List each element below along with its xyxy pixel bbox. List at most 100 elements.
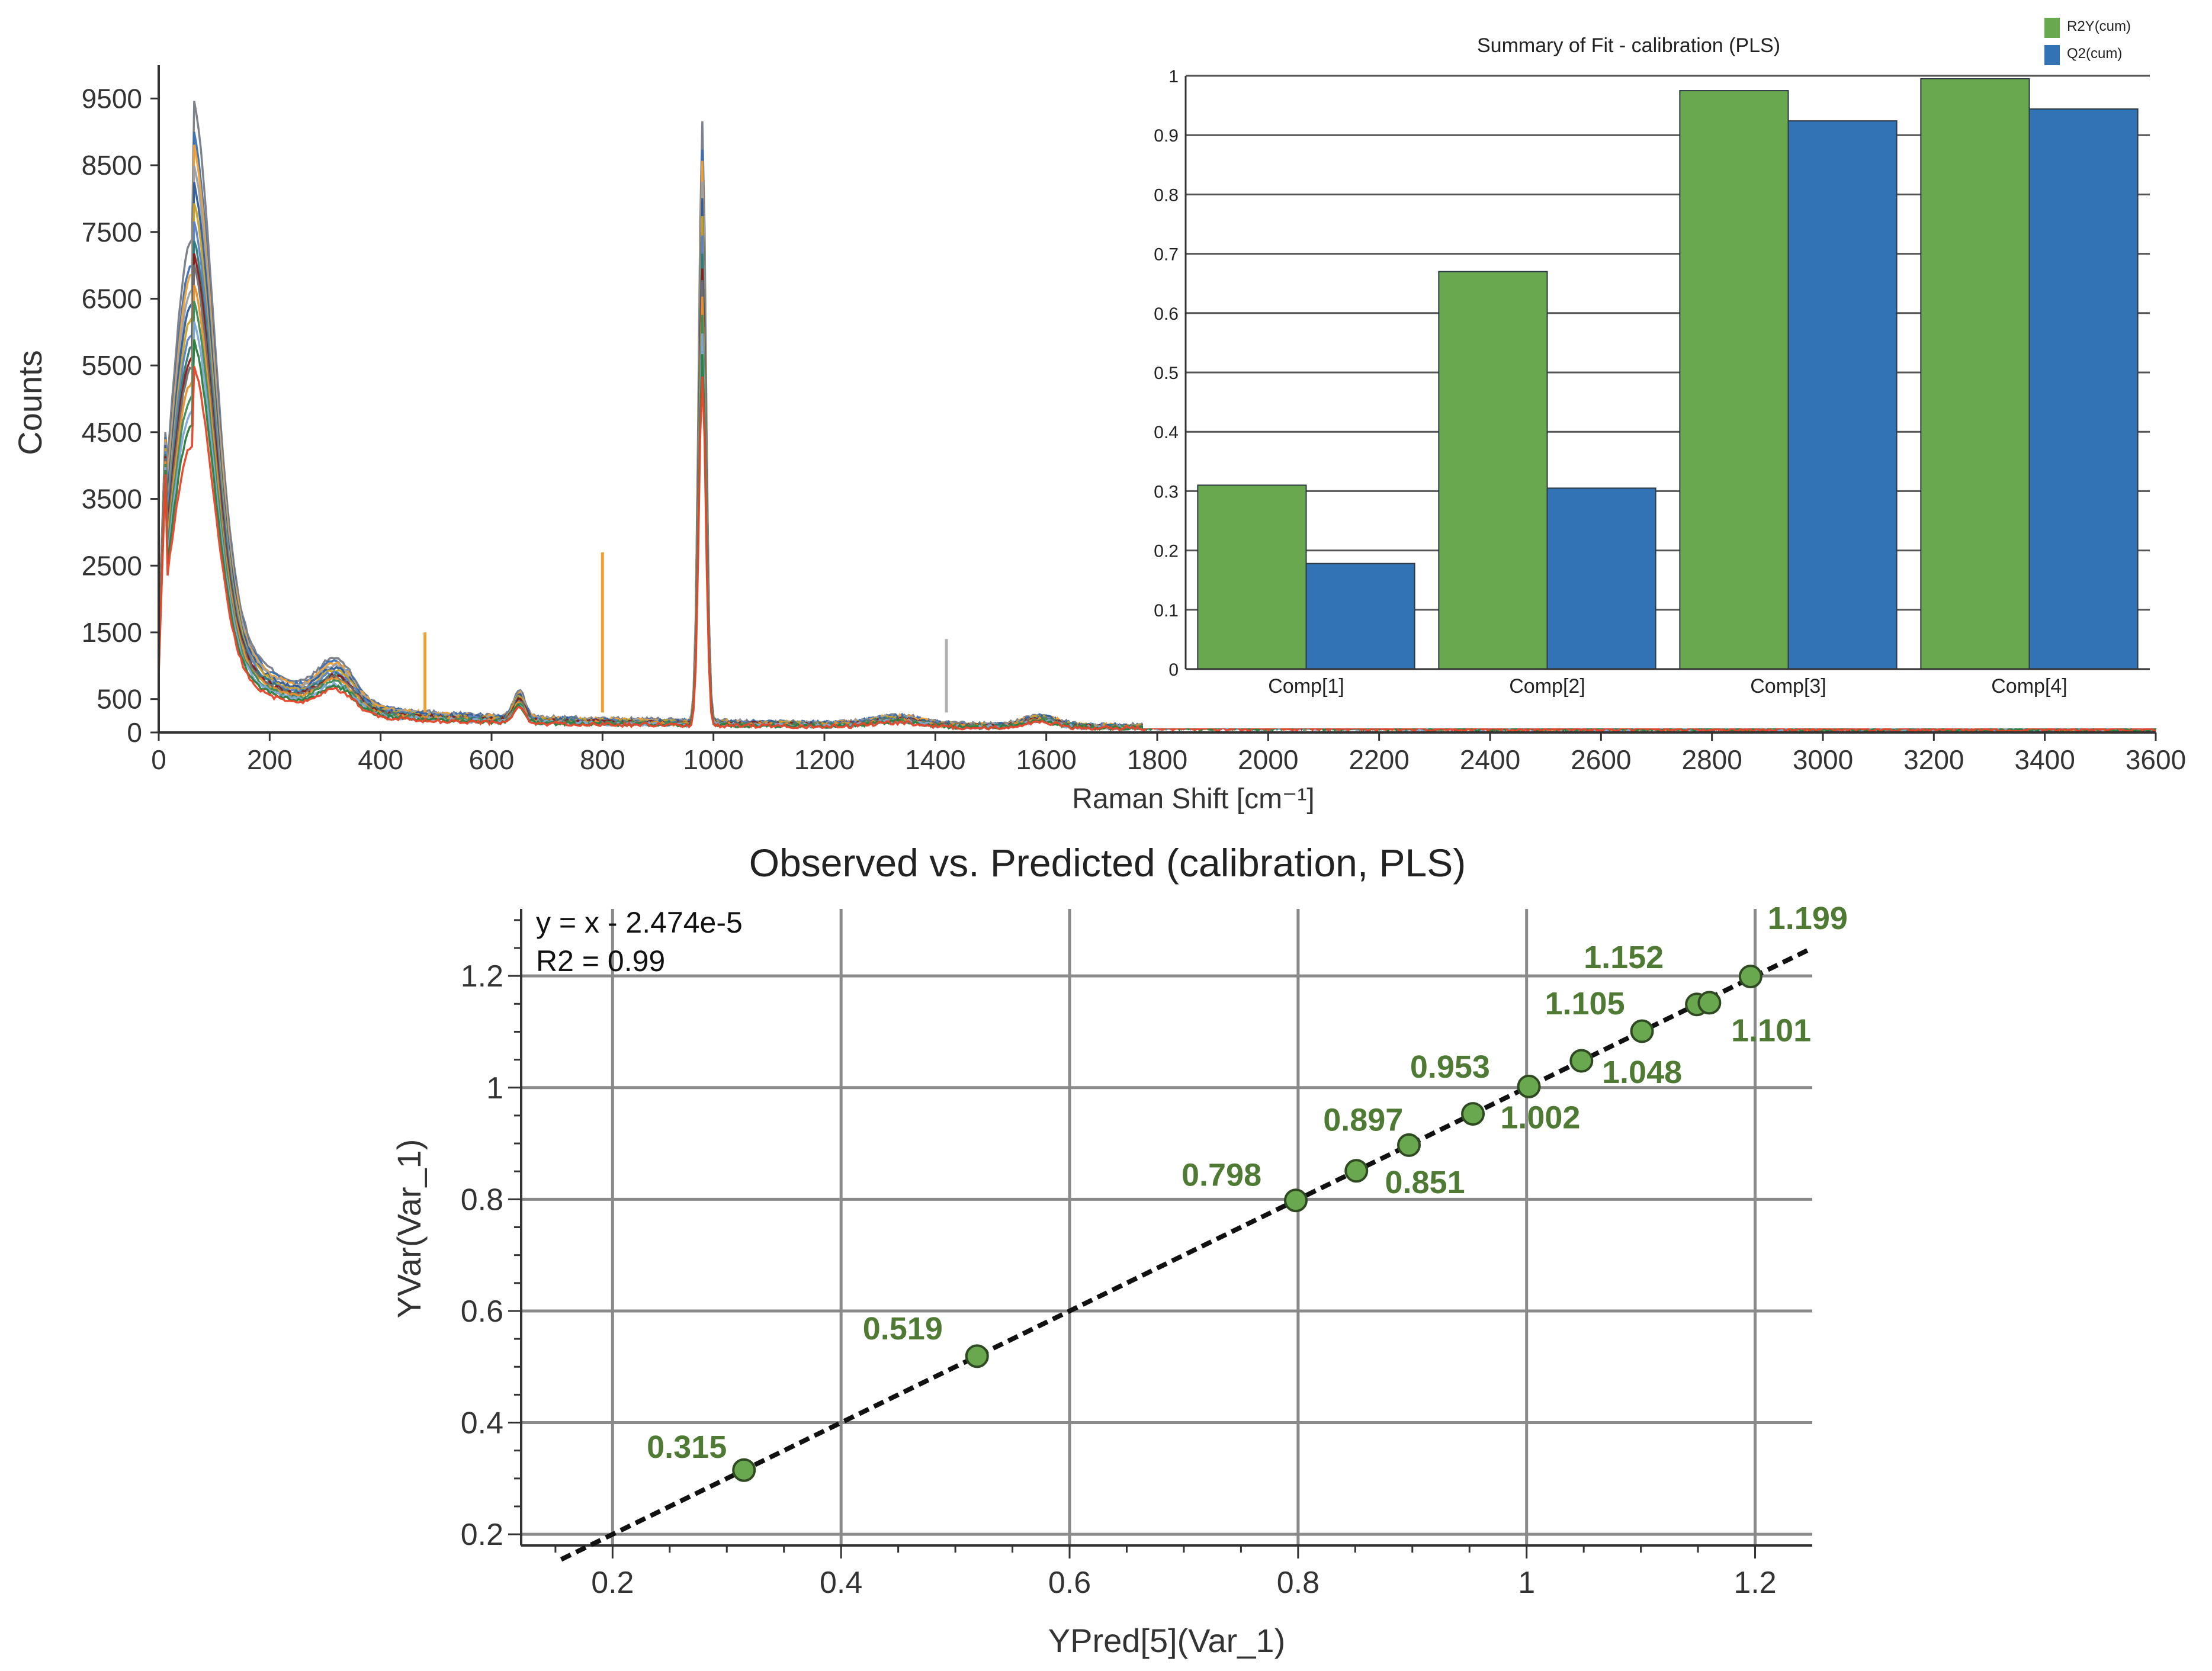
spectrum-x-tick-label: 2600: [1571, 744, 1631, 775]
inset-bars: [1197, 78, 2139, 670]
inset-y-ticks: 0 0.1 0.2 0.3 0.4 0.5 0.6 0.7 0.8 0.9 1: [1154, 67, 1179, 680]
inset-y-tick-label: 0.9: [1154, 126, 1179, 146]
spectrum-y-tick-label: 6500: [82, 283, 142, 314]
scatter-x-tick-label: 1: [1518, 1566, 1535, 1600]
scatter-point: [1461, 1102, 1485, 1126]
spectrum-y-tick-label: 9500: [82, 83, 142, 114]
summary-of-fit-chart: Summary of Fit - calibration (PLS) 00.10…: [1143, 18, 2162, 728]
spectrum-x-tick-label: 600: [469, 744, 515, 775]
spectrum-y-tick-label: 4500: [82, 417, 142, 448]
scatter-y-ticks: 0.2 0.4 0.6 0.8 1 1.2: [461, 919, 521, 1552]
spectrum-x-tick-label: 1000: [683, 744, 743, 775]
legend-label-q2: Q2(cum): [2067, 46, 2122, 62]
scatter-point-label: 0.315: [647, 1429, 727, 1465]
bar-r2y-1: [1197, 484, 1307, 670]
scatter-point: [1569, 1049, 1594, 1073]
scatter-y-tick-label: 1: [486, 1071, 503, 1106]
scatter-title: Observed vs. Predicted (calibration, PLS…: [749, 841, 1466, 885]
scatter-point: [1284, 1188, 1308, 1213]
legend-label-r2y: R2Y(cum): [2067, 18, 2131, 34]
legend-swatch-r2y: [2044, 18, 2060, 38]
spectrum-y-tick-label: 0: [127, 717, 142, 748]
scatter-point: [1630, 1019, 1654, 1043]
spectrum-x-tick-label: 200: [247, 744, 293, 775]
spectrum-y-tick-label: 7500: [82, 217, 142, 248]
inset-legend: R2Y(cum) Q2(cum): [2044, 18, 2131, 65]
scatter-point-label: 0.851: [1385, 1165, 1465, 1200]
inset-y-tick-label: 0.5: [1154, 364, 1179, 383]
inset-category-label: Comp[1]: [1268, 675, 1344, 698]
bar-r2y-3: [1679, 90, 1789, 670]
spectrum-x-ticks: 0 200 400 600 800 1000 1200 1400 1600 1800 2000 220…: [151, 732, 2186, 775]
inset-category-label: Comp[2]: [1509, 675, 1585, 698]
scatter-point-label: 1.002: [1500, 1100, 1580, 1136]
scatter-y-tick-label: 0.4: [461, 1406, 503, 1441]
scatter-point: [1738, 965, 1762, 989]
scatter-y-tick-label: 0.8: [461, 1182, 503, 1217]
scatter-point: [1517, 1074, 1541, 1098]
spectrum-x-tick-label: 3000: [1793, 744, 1853, 775]
scatter-point-label: 1.152: [1584, 940, 1664, 975]
spectrum-x-tick-label: 800: [580, 744, 625, 775]
scatter-point: [732, 1458, 756, 1482]
spectrum-x-tick-label: 3400: [2014, 744, 2075, 775]
spectrum-y-tick-label: 2500: [82, 550, 142, 581]
spectrum-x-tick-label: 2000: [1238, 744, 1298, 775]
scatter-point: [1396, 1133, 1421, 1157]
scatter-point-label: 1.048: [1602, 1055, 1682, 1090]
spectrum-x-tick-label: 2800: [1681, 744, 1742, 775]
inset-y-tick-label: 0.8: [1154, 185, 1179, 205]
scatter-point: [965, 1344, 989, 1368]
scatter-point-label: 0.897: [1323, 1102, 1403, 1137]
spectrum-x-tick-label: 3600: [2126, 744, 2186, 775]
inset-y-tick-label: 0.7: [1154, 245, 1179, 265]
scatter-point-label: 0.798: [1182, 1158, 1261, 1193]
inset-y-tick-label: 0.2: [1154, 542, 1179, 561]
spectrum-x-tick-label: 1800: [1127, 744, 1187, 775]
inset-y-tick-label: 0.1: [1154, 601, 1179, 621]
scatter-point: [1344, 1159, 1369, 1183]
spectrum-x-axis-label: Raman Shift [cm⁻¹]: [1072, 783, 1314, 815]
bar-q2-1: [1305, 563, 1415, 670]
inset-category-label: Comp[4]: [1991, 675, 2067, 698]
spectrum-x-tick-label: 1400: [905, 744, 965, 775]
legend-swatch-q2: [2044, 45, 2060, 65]
scatter-y-tick-label: 1.2: [461, 959, 503, 994]
spectrum-x-tick-label: 2200: [1349, 744, 1409, 775]
scatter-x-tick-label: 0.8: [1277, 1566, 1320, 1600]
scatter-y-tick-label: 0.2: [461, 1518, 503, 1552]
scatter-y-axis-label: YVar(Var_1): [390, 1139, 428, 1319]
inset-title: Summary of Fit - calibration (PLS): [1477, 34, 1780, 57]
scatter-point: [1697, 991, 1722, 1015]
spectrum-x-tick-label: 1600: [1016, 744, 1076, 775]
scatter-point-label: 0.519: [863, 1311, 943, 1347]
spectrum-y-axis-label: Counts: [11, 350, 49, 455]
scatter-x-tick-label: 1.2: [1733, 1566, 1776, 1600]
bar-q2-3: [1787, 120, 1898, 670]
inset-y-tick-label: 0.3: [1154, 482, 1179, 502]
inset-y-tick-label: 1: [1168, 67, 1179, 86]
r2-value: R2 = 0.99: [536, 944, 665, 978]
scatter-point-label: 1.105: [1545, 986, 1625, 1021]
regression-equation: y = x - 2.474e-5: [536, 906, 743, 939]
scatter-gridlines: [521, 909, 1812, 1545]
bar-r2y-4: [1920, 78, 2030, 670]
inset-y-tick-label: 0.6: [1154, 304, 1179, 324]
inset-y-tick-label: 0.4: [1154, 423, 1179, 442]
spectrum-x-tick-label: 1200: [794, 744, 855, 775]
spectrum-y-tick-label: 5500: [82, 350, 142, 381]
scatter-x-axis-label: YPred[5](Var_1): [1048, 1622, 1285, 1659]
scatter-point-label: 0.953: [1410, 1049, 1490, 1085]
observed-vs-predicted-chart: Observed vs. Predicted (calibration, PLS…: [390, 841, 1848, 1659]
spectrum-y-tick-label: 1500: [82, 617, 142, 648]
inset-category-labels: Comp[1] Comp[2] Comp[3] Comp[4]: [1268, 675, 2067, 698]
scatter-x-tick-label: 0.2: [591, 1566, 634, 1600]
inset-category-label: Comp[3]: [1750, 675, 1826, 698]
scatter-point-label: 1.199: [1768, 901, 1848, 936]
scatter-y-tick-label: 0.6: [461, 1294, 503, 1329]
spectrum-y-tick-label: 3500: [82, 484, 142, 515]
bar-r2y-2: [1438, 271, 1548, 670]
